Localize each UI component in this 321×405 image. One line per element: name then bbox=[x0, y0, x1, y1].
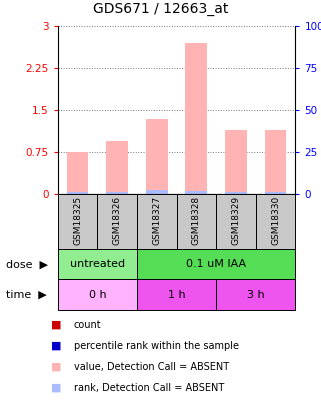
Bar bbox=[58, 194, 97, 249]
Bar bbox=[58, 279, 137, 310]
Bar bbox=[216, 279, 295, 310]
Text: ■: ■ bbox=[51, 320, 62, 330]
Text: 0.1 uM IAA: 0.1 uM IAA bbox=[186, 259, 246, 269]
Text: count: count bbox=[74, 320, 101, 330]
Text: GSM18326: GSM18326 bbox=[113, 196, 122, 245]
Text: GSM18330: GSM18330 bbox=[271, 196, 280, 245]
Bar bbox=[256, 194, 295, 249]
Bar bbox=[137, 194, 177, 249]
Text: GSM18327: GSM18327 bbox=[152, 196, 161, 245]
Text: value, Detection Call = ABSENT: value, Detection Call = ABSENT bbox=[74, 362, 229, 372]
Bar bbox=[67, 152, 89, 194]
Bar bbox=[265, 192, 286, 194]
Text: percentile rank within the sample: percentile rank within the sample bbox=[74, 341, 239, 351]
Bar bbox=[216, 194, 256, 249]
Text: ■: ■ bbox=[51, 383, 62, 393]
Text: GSM18328: GSM18328 bbox=[192, 196, 201, 245]
Bar bbox=[186, 43, 207, 194]
Text: dose  ▶: dose ▶ bbox=[6, 259, 48, 269]
Bar bbox=[137, 249, 295, 279]
Text: GSM18329: GSM18329 bbox=[231, 196, 240, 245]
Bar bbox=[58, 249, 137, 279]
Bar bbox=[97, 194, 137, 249]
Bar bbox=[225, 192, 247, 194]
Bar bbox=[146, 190, 168, 194]
Bar bbox=[177, 194, 216, 249]
Bar bbox=[106, 141, 128, 194]
Text: GDS671 / 12663_at: GDS671 / 12663_at bbox=[93, 2, 228, 16]
Text: ■: ■ bbox=[51, 341, 62, 351]
Text: 0 h: 0 h bbox=[89, 290, 106, 300]
Text: 3 h: 3 h bbox=[247, 290, 265, 300]
Bar bbox=[225, 130, 247, 194]
Text: 1 h: 1 h bbox=[168, 290, 185, 300]
Text: untreated: untreated bbox=[70, 259, 125, 269]
Text: time  ▶: time ▶ bbox=[6, 290, 47, 300]
Bar bbox=[67, 192, 89, 194]
Text: rank, Detection Call = ABSENT: rank, Detection Call = ABSENT bbox=[74, 383, 224, 393]
Bar bbox=[186, 191, 207, 194]
Bar bbox=[146, 119, 168, 194]
Bar bbox=[265, 130, 286, 194]
Text: ■: ■ bbox=[51, 362, 62, 372]
Bar bbox=[106, 192, 128, 194]
Text: GSM18325: GSM18325 bbox=[73, 196, 82, 245]
Bar bbox=[137, 279, 216, 310]
